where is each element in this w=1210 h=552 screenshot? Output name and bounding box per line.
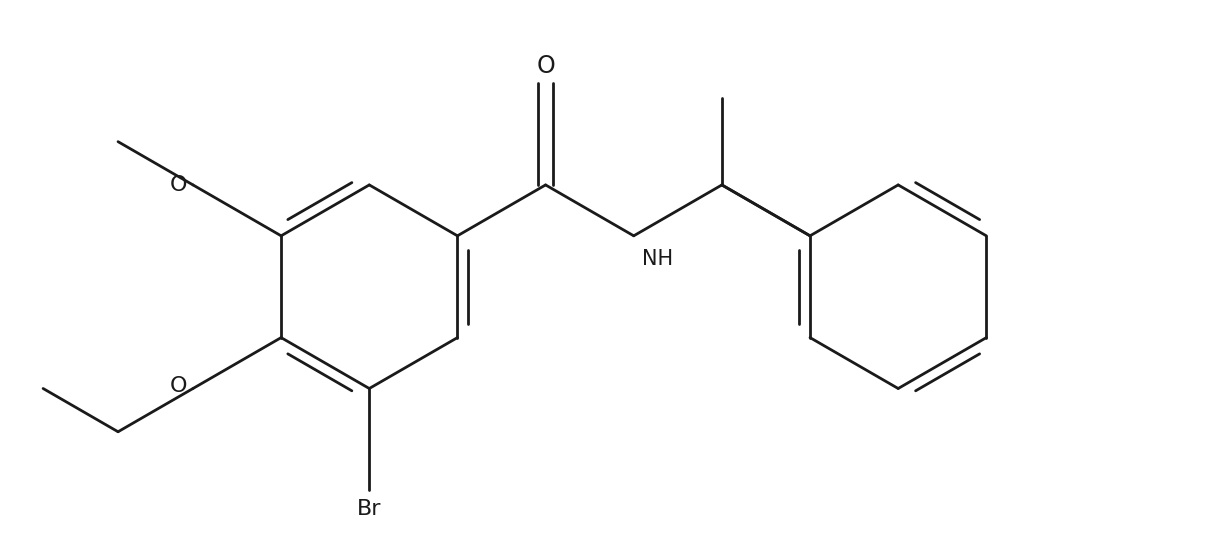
Text: O: O (171, 376, 188, 396)
Text: NH: NH (643, 249, 674, 269)
Text: Br: Br (357, 499, 381, 519)
Text: O: O (536, 54, 555, 78)
Text: O: O (171, 175, 188, 195)
